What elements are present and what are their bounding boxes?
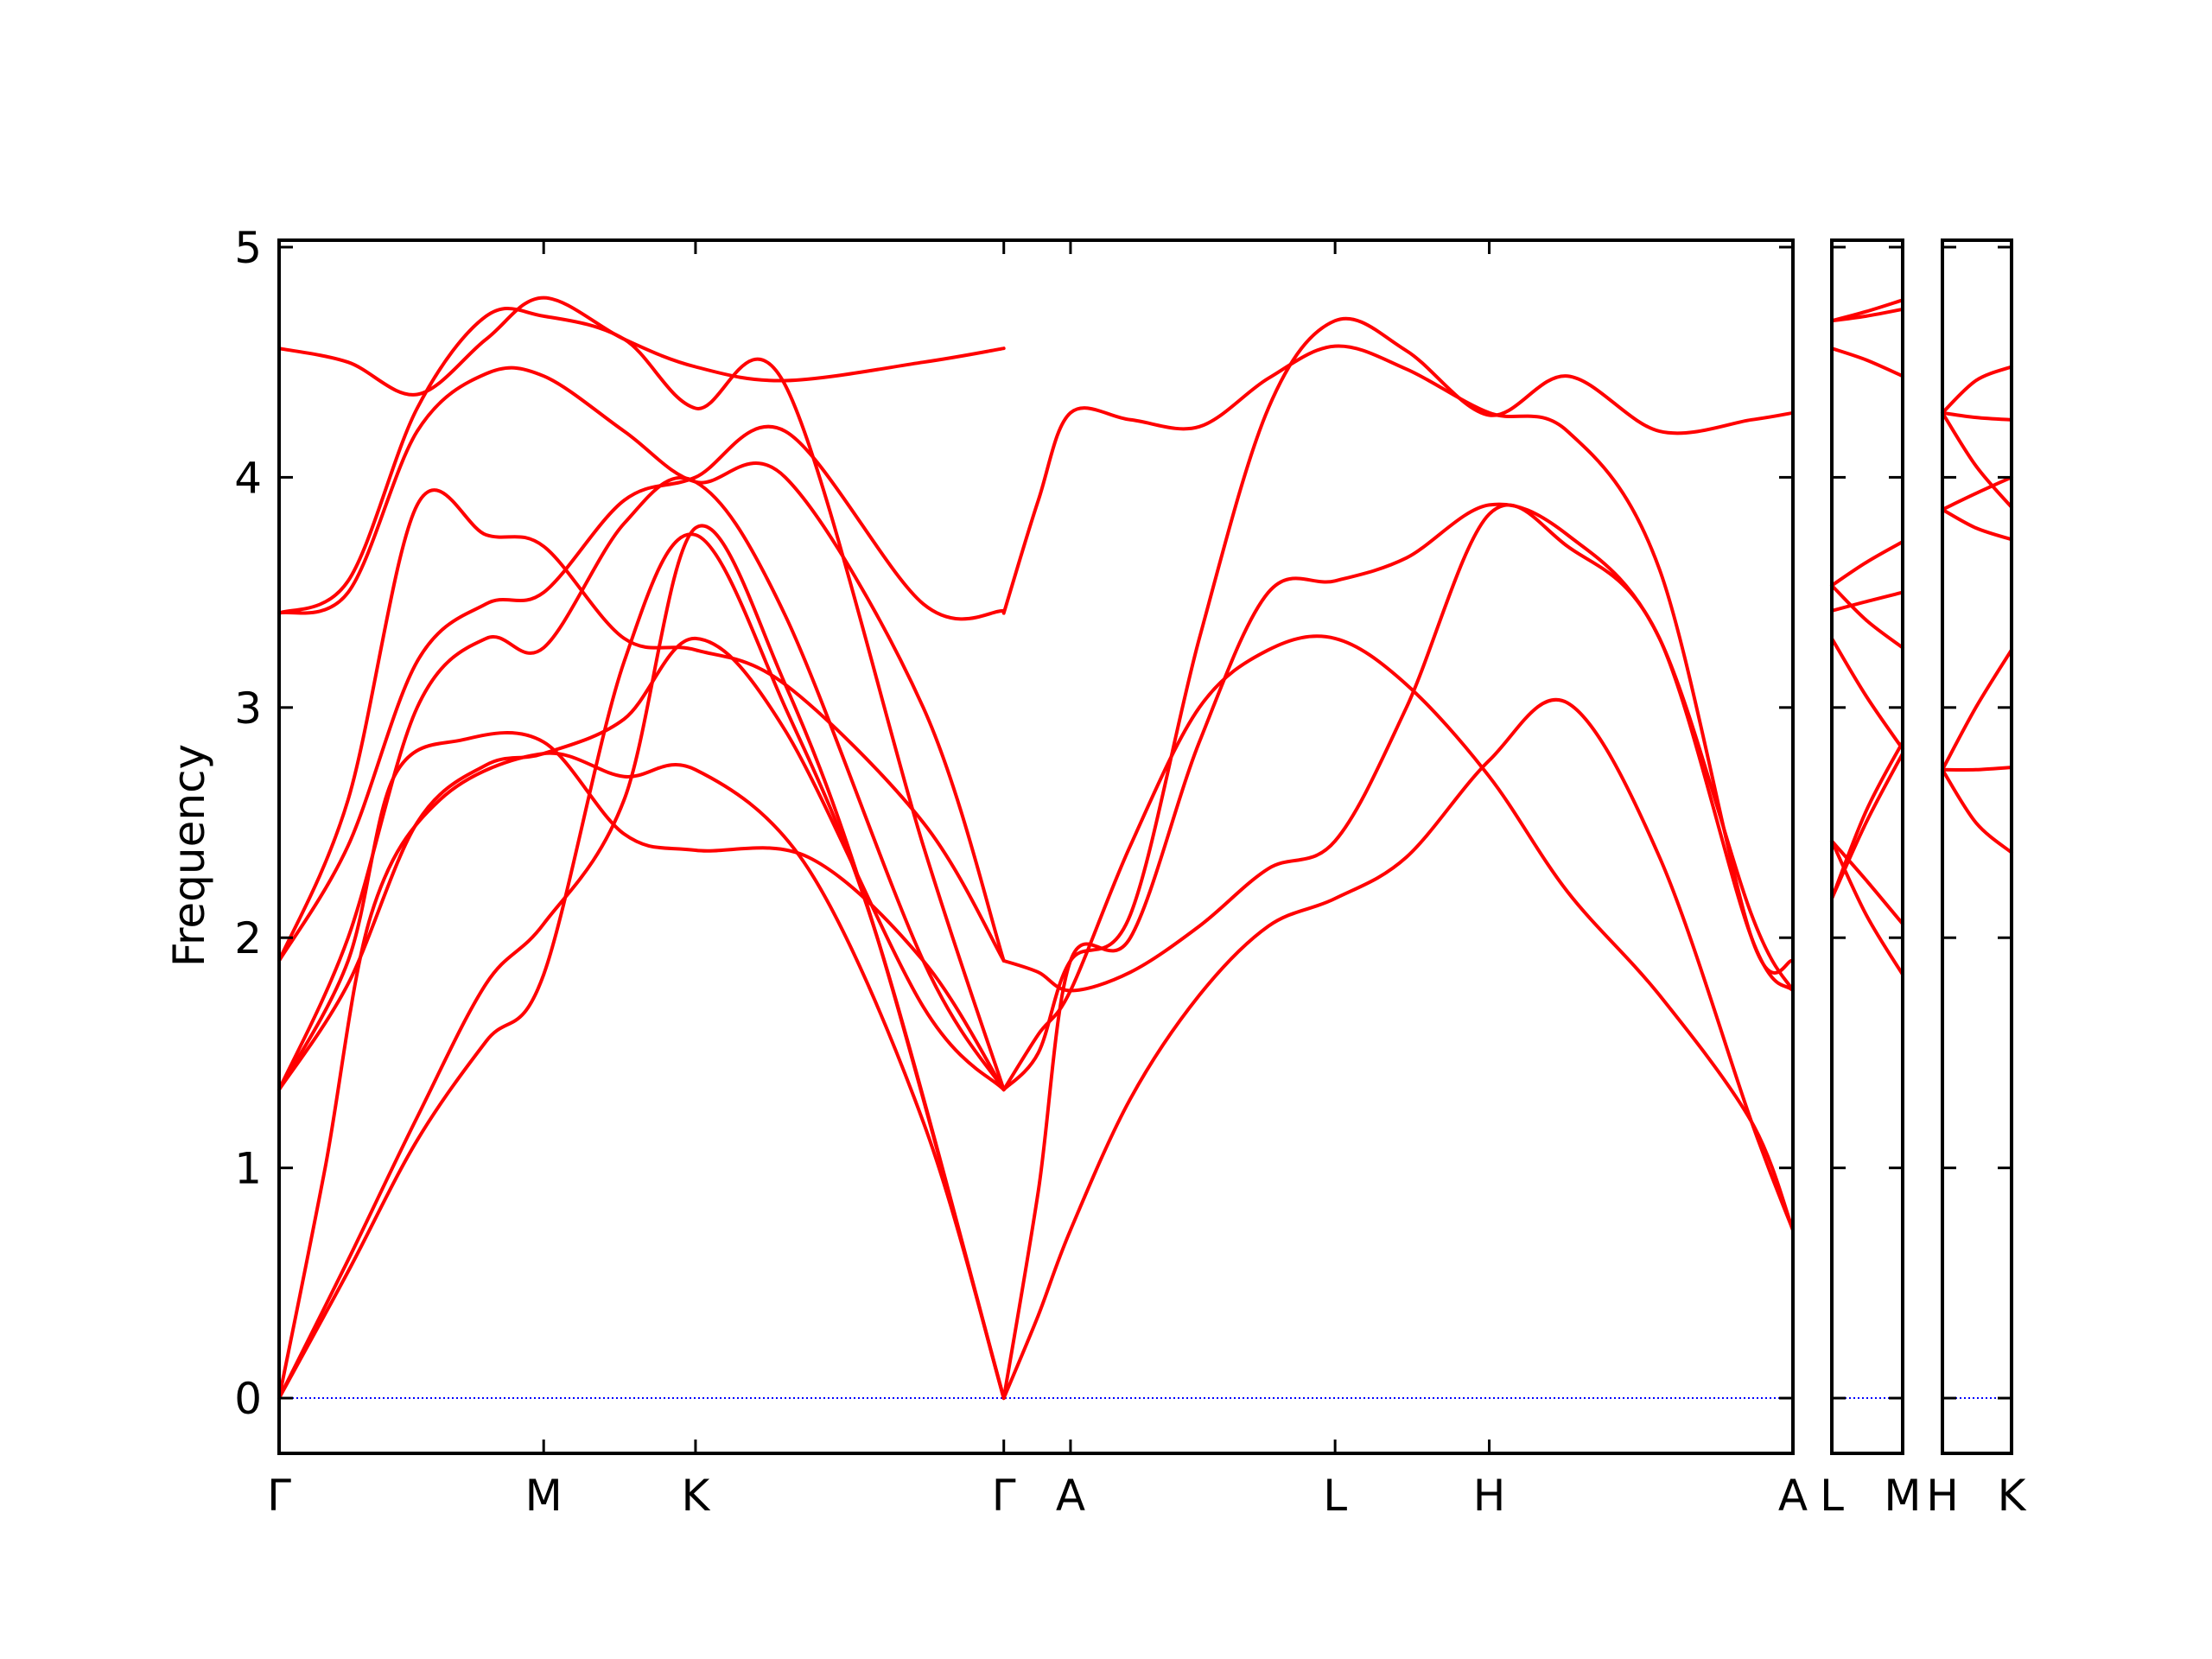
x-tick-label: Γ xyxy=(992,1471,1016,1521)
band-line-15 xyxy=(1001,503,1795,993)
x-tick-label: A xyxy=(1778,1471,1808,1521)
band-line-3 xyxy=(1941,410,2013,509)
x-tick-label: H xyxy=(1473,1471,1506,1521)
band-line-8 xyxy=(1941,767,2013,855)
y-tick-label: 4 xyxy=(234,453,262,503)
band-line-13 xyxy=(1001,502,1795,1401)
band-line-5 xyxy=(1941,507,2013,542)
y-tick-label: 0 xyxy=(234,1374,262,1424)
band-line-6 xyxy=(1830,590,1904,613)
x-tick-label: H xyxy=(1926,1471,1959,1521)
band-line-16 xyxy=(1001,344,1795,975)
band-line-9 xyxy=(1830,839,1904,976)
y-axis-label: Frequency xyxy=(164,744,214,967)
y-tick-label: 5 xyxy=(234,223,262,273)
band-line-9 xyxy=(277,365,1006,963)
band-line-10 xyxy=(277,307,1006,1092)
band-line-4 xyxy=(1830,540,1904,588)
band-line-4 xyxy=(1941,475,2013,512)
band-line-8 xyxy=(277,488,1006,963)
band-line-2 xyxy=(277,524,1006,1401)
band-line-8 xyxy=(1830,839,1904,926)
band-line-6 xyxy=(277,475,1006,1092)
x-tick-label: A xyxy=(1056,1471,1085,1521)
band-line-17 xyxy=(1001,316,1795,1092)
y-tick-label: 1 xyxy=(234,1144,262,1194)
x-tick-label: K xyxy=(682,1471,711,1521)
band-line-2 xyxy=(1941,410,2013,422)
band-line-2 xyxy=(1830,307,1904,323)
x-tick-label: Γ xyxy=(267,1471,291,1521)
plot-frame xyxy=(1941,238,2013,1455)
plot-frame xyxy=(277,238,1795,1455)
x-tick-label: L xyxy=(1820,1471,1844,1521)
y-tick-label: 2 xyxy=(234,913,262,963)
band-line-11 xyxy=(277,296,1006,397)
band-line-4 xyxy=(277,731,1006,1092)
band-line-7 xyxy=(277,424,1006,963)
band-line-1 xyxy=(1941,365,2013,415)
x-tick-label: L xyxy=(1323,1471,1347,1521)
band-line-5 xyxy=(1830,583,1904,650)
plot-frame xyxy=(1830,238,1904,1455)
band-line-5 xyxy=(277,636,1006,1092)
band-line-6 xyxy=(1941,648,2013,772)
band-line-3 xyxy=(277,751,1006,1401)
band-line-12 xyxy=(1001,697,1795,1401)
y-tick-label: 3 xyxy=(234,683,262,734)
band-line-7 xyxy=(1941,766,2013,772)
x-tick-label: K xyxy=(1998,1471,2027,1521)
x-tick-label: M xyxy=(525,1471,563,1521)
band-line-10 xyxy=(1830,752,1904,900)
band-line-11 xyxy=(1830,740,1904,900)
band-line-3 xyxy=(1830,346,1904,378)
x-tick-label: M xyxy=(1884,1471,1921,1521)
band-line-1 xyxy=(277,532,1006,1401)
band-line-7 xyxy=(1830,636,1904,751)
